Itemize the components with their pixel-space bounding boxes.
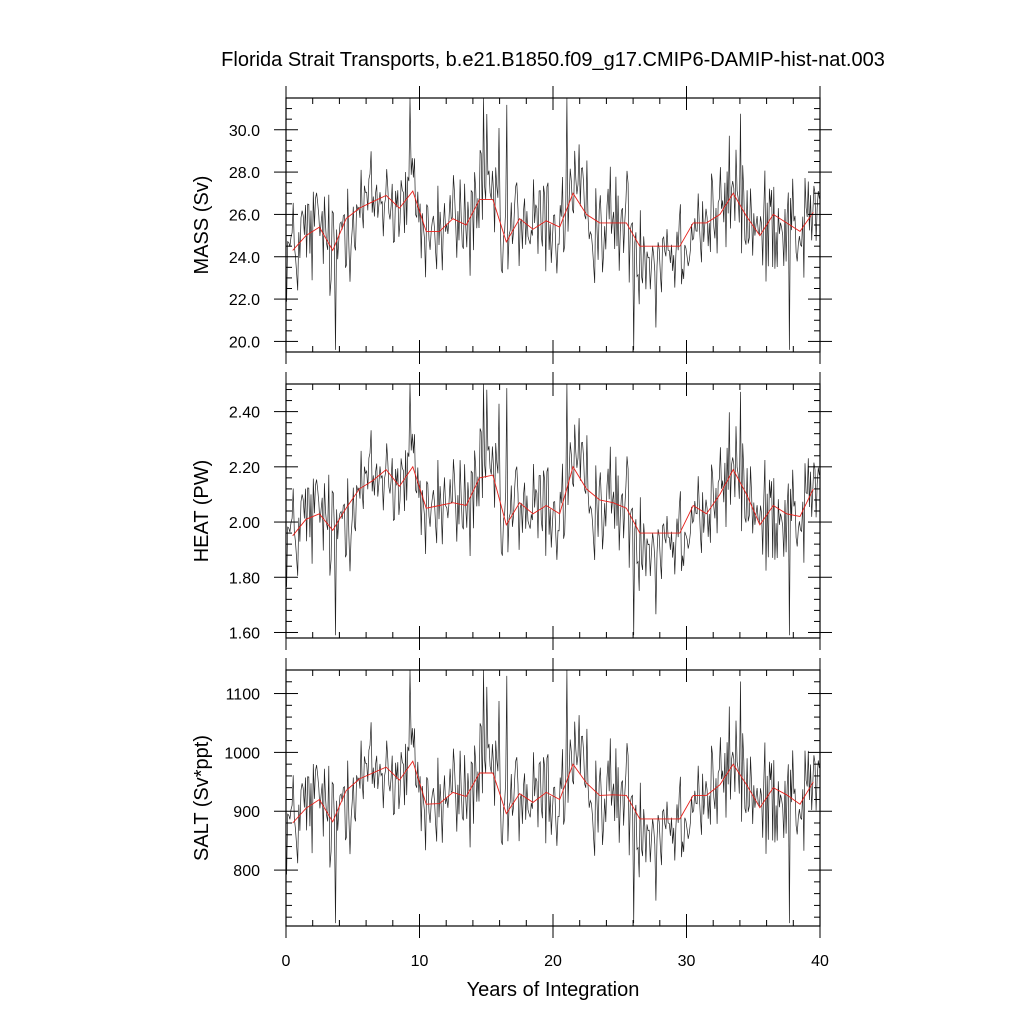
annual-mean-line xyxy=(292,465,814,537)
panel-2: 1.60 1.80 2.00 2.20 2.40 HEAT (PW) xyxy=(191,372,832,650)
annual-mean-line xyxy=(292,760,814,824)
y-tick-label: 800 xyxy=(233,863,260,880)
y-tick-label: 22.0 xyxy=(229,292,260,309)
y-tick-label: 900 xyxy=(233,804,260,821)
x-tick-label: 10 xyxy=(411,953,429,970)
y-tick-label: 1000 xyxy=(224,745,260,762)
y-axis-label: MASS (Sv) xyxy=(191,176,213,275)
y-tick-label: 1.60 xyxy=(229,625,260,642)
monthly-series-line xyxy=(286,97,820,350)
y-axis-label: HEAT (PW) xyxy=(191,460,213,563)
y-tick-label: 30.0 xyxy=(229,123,260,140)
panel-3: 800 900 1000 1100 SALT (Sv*ppt) xyxy=(191,658,832,938)
chart-title: Florida Strait Transports, b.e21.B1850.f… xyxy=(221,49,885,71)
y-axis-label: SALT (Sv*ppt) xyxy=(191,735,213,861)
y-tick-label: 26.0 xyxy=(229,207,260,224)
y-tick-label: 24.0 xyxy=(229,250,260,267)
y-tick-label: 1100 xyxy=(226,687,261,704)
monthly-series-line xyxy=(286,383,820,636)
x-axis-label: Years of Integration xyxy=(467,979,640,1001)
x-tick-label: 40 xyxy=(811,953,829,970)
y-tick-label: 2.40 xyxy=(229,405,260,422)
y-tick-label: 2.00 xyxy=(229,515,260,532)
panel-1: 20.0 22.0 24.0 26.0 28.0 30.0 MASS (Sv) xyxy=(191,86,832,364)
x-tick-label: 20 xyxy=(544,953,562,970)
x-tick-label: 0 xyxy=(282,953,291,970)
monthly-series-line xyxy=(286,669,820,924)
panels: 20.0 22.0 24.0 26.0 28.0 30.0 MASS (Sv) 1.60 1.8… xyxy=(191,86,832,970)
annual-mean-line xyxy=(292,190,814,252)
y-tick-label: 1.80 xyxy=(229,570,260,587)
x-tick-label: 30 xyxy=(678,953,696,970)
y-tick-label: 2.20 xyxy=(229,460,260,477)
y-tick-label: 20.0 xyxy=(229,334,260,351)
y-tick-label: 28.0 xyxy=(229,165,260,182)
